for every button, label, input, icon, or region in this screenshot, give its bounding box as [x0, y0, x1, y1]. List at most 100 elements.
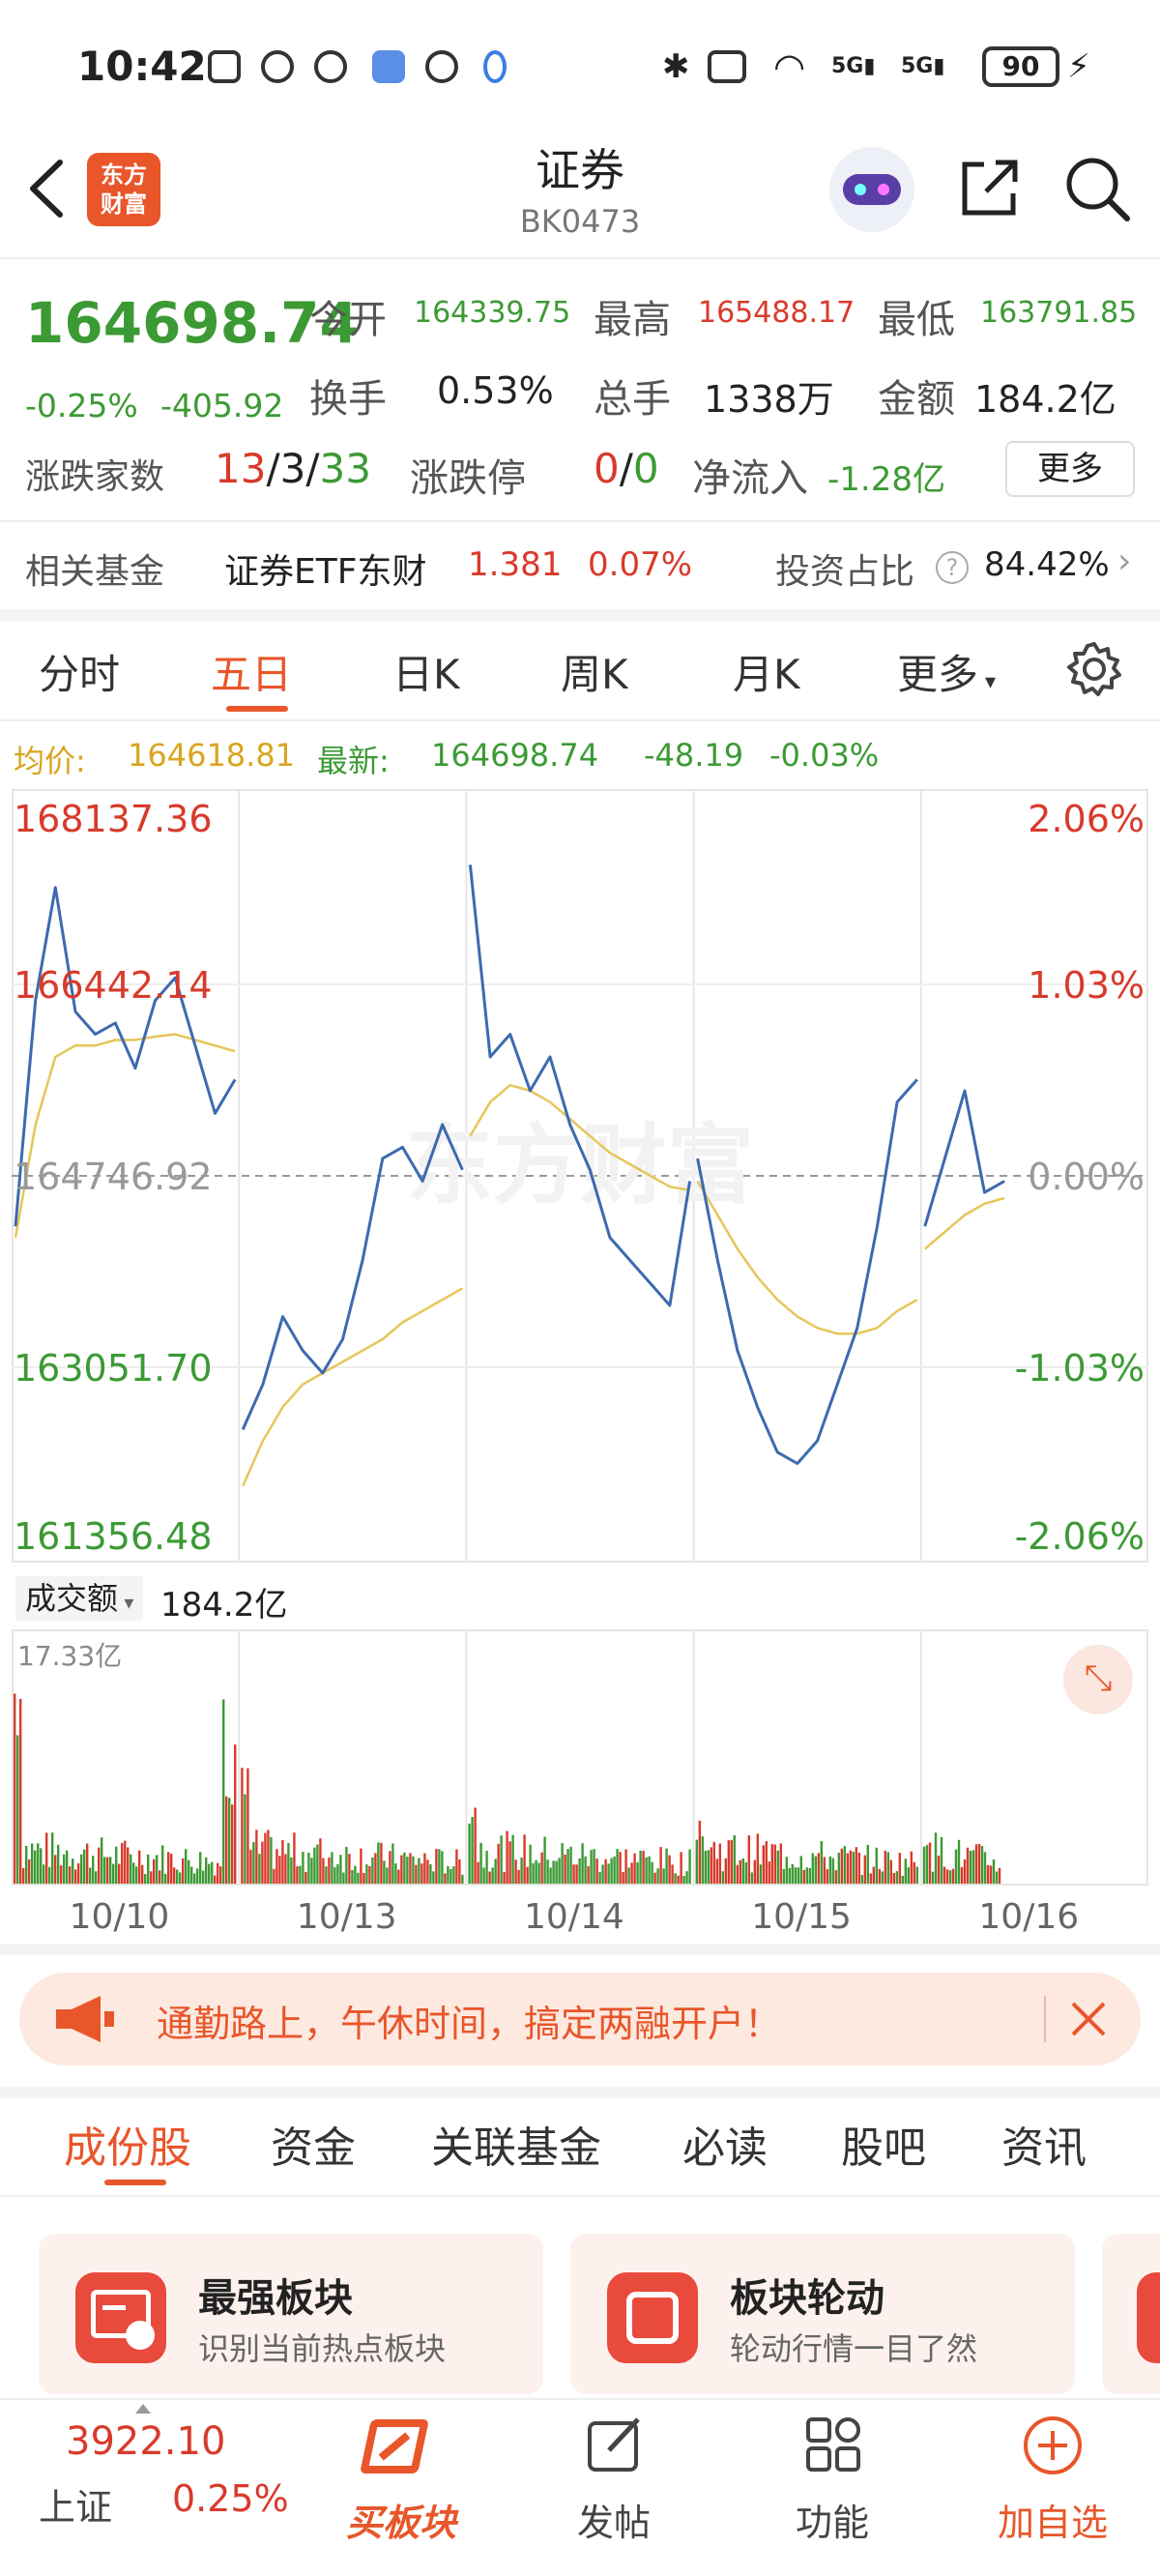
index-name[interactable]: 上证: [39, 2486, 113, 2529]
post-label[interactable]: 发帖: [576, 2502, 651, 2544]
tab-funds-flow[interactable]: 资金: [271, 2123, 356, 2173]
search-icon[interactable]: [1061, 153, 1133, 224]
tab-related-funds[interactable]: 关联基金: [431, 2123, 601, 2173]
volume-bar: [834, 1870, 837, 1884]
volume-bar: [497, 1843, 500, 1884]
tab-must-read[interactable]: 必读: [682, 2123, 768, 2173]
edit-post-icon[interactable]: [584, 2414, 646, 2475]
price-line: [468, 864, 692, 1307]
volume-bar: [543, 1836, 546, 1884]
volume-bar: [869, 1873, 872, 1884]
tab-wuri[interactable]: 五日: [211, 651, 293, 698]
signal-5g-icon-2: 5G▮: [901, 54, 945, 78]
volume-bar: [255, 1830, 258, 1884]
add-watchlist-label[interactable]: 加自选: [997, 2502, 1108, 2544]
volume-bar: [895, 1871, 898, 1884]
y-tick-left: 161356.48: [14, 1515, 213, 1558]
volume-bar: [677, 1875, 680, 1884]
volume-bar: [736, 1864, 739, 1884]
tab-zhouk[interactable]: 周K: [561, 651, 628, 698]
settings-gear-icon[interactable]: [1063, 638, 1125, 700]
assistant-robot-icon[interactable]: [829, 147, 914, 232]
volume-bar: [685, 1871, 688, 1884]
price-chart[interactable]: 东方财富 168137.36 166442.14 164746.92 163051.70…: [12, 789, 1148, 1563]
price-line: [696, 1078, 918, 1465]
tab-rik[interactable]: 日K: [392, 651, 460, 698]
volume-bar: [474, 1807, 477, 1884]
volume-bar: [328, 1858, 331, 1884]
volume-bar: [406, 1857, 409, 1884]
avg-price-line: [923, 1196, 1005, 1250]
volume-bar: [998, 1867, 1001, 1884]
volume-bar: [770, 1844, 773, 1884]
card-partial[interactable]: [1102, 2234, 1160, 2394]
buy-sector-icon[interactable]: [356, 2414, 437, 2481]
volume-bar: [526, 1866, 529, 1884]
volume-bar: [296, 1866, 299, 1884]
volume-bar: [313, 1847, 316, 1884]
volume-bar: [37, 1843, 40, 1884]
help-icon[interactable]: ?: [936, 551, 969, 584]
volume-bar: [228, 1798, 231, 1884]
volume-bar: [613, 1856, 616, 1884]
caret-up-icon[interactable]: [135, 2404, 151, 2414]
volume-selector[interactable]: 成交额 ▾: [15, 1576, 144, 1621]
volume-bar: [345, 1846, 348, 1884]
volume-bar: [92, 1856, 95, 1884]
volume-bar: [759, 1864, 762, 1884]
fund-name[interactable]: 证券ETF东财: [224, 552, 427, 592]
price-line: [241, 1123, 464, 1431]
volume-bar: [121, 1842, 124, 1884]
promo-banner[interactable]: 通勤路上，午休时间，搞定两融开户！: [19, 1973, 1141, 2065]
tab-fenshi[interactable]: 分时: [39, 651, 121, 698]
volume-bar: [132, 1862, 135, 1884]
volume-bar: [455, 1849, 458, 1884]
tab-constituents[interactable]: 成份股: [64, 2123, 191, 2173]
volume-bar: [418, 1858, 420, 1884]
last-value: 164698.74: [431, 737, 599, 774]
share-icon[interactable]: [955, 155, 1023, 222]
expand-icon[interactable]: ⤡: [1063, 1645, 1133, 1714]
card-sector-rotation[interactable]: 板块轮动 轮动行情一目了然: [570, 2234, 1075, 2394]
volume-bar: [747, 1835, 750, 1884]
volume-bar: [63, 1854, 66, 1884]
volume-bar: [584, 1856, 587, 1884]
netflow-label: 净流入: [692, 456, 808, 501]
volume-bar: [846, 1853, 849, 1884]
function-label[interactable]: 功能: [795, 2502, 869, 2544]
volume-bar: [444, 1873, 447, 1884]
buy-sector-label[interactable]: 买板块: [345, 2502, 456, 2544]
volume-bar: [159, 1870, 161, 1884]
index-value[interactable]: 3922.10: [66, 2419, 226, 2464]
volume-bar: [371, 1857, 374, 1884]
volume-bar: [619, 1852, 622, 1884]
card-subtitle: 轮动行情一目了然: [730, 2330, 978, 2367]
tab-more[interactable]: 更多 ▾: [897, 651, 997, 698]
volume-bar: [863, 1855, 866, 1884]
volume-bar: [179, 1872, 182, 1884]
y-tick-right: -1.03%: [1015, 1347, 1145, 1390]
price-chart-svg[interactable]: 东方财富 168137.36 166442.14 164746.92 163051.70…: [12, 789, 1148, 1563]
tab-forum[interactable]: 股吧: [841, 2123, 926, 2173]
volume-bar: [537, 1862, 540, 1884]
volume-bar: [616, 1849, 619, 1884]
bottom-nav: 3922.10 上证 0.25% 买板块 发帖 功能 加自选: [0, 2398, 1160, 2576]
tab-news[interactable]: 资讯: [1001, 2123, 1087, 2173]
index-change[interactable]: 0.25%: [172, 2477, 289, 2520]
tab-yuek[interactable]: 月K: [733, 651, 800, 698]
volume-bar: [208, 1863, 211, 1884]
add-watchlist-icon[interactable]: [1021, 2414, 1085, 2477]
back-icon[interactable]: [21, 155, 70, 222]
more-button[interactable]: 更多: [1005, 441, 1135, 497]
card-subtitle: 识别当前热点板块: [198, 2330, 447, 2367]
function-grid-icon[interactable]: [802, 2414, 864, 2475]
close-icon[interactable]: [1065, 1996, 1112, 2042]
volume-bar: [234, 1744, 237, 1884]
volume-bar: [86, 1843, 89, 1884]
volume-bar: [989, 1865, 993, 1884]
wechat-icon: [314, 50, 347, 83]
volume-bar: [141, 1864, 144, 1884]
volume-bar: [680, 1852, 682, 1884]
card-strongest-sector[interactable]: 最强板块 识别当前热点板块: [39, 2234, 543, 2394]
volume-bar: [704, 1851, 707, 1884]
